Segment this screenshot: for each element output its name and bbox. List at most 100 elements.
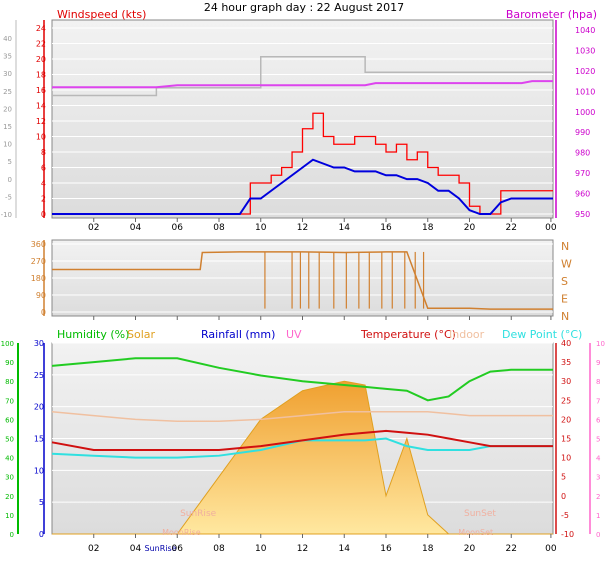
wind-outer-tick: 10 [3, 141, 12, 149]
baro-right-tick: 1020 [575, 67, 595, 76]
wind-outer-tick: -10 [1, 211, 12, 219]
time-tick: 06 [172, 223, 184, 233]
direction-compass-label: W [561, 258, 572, 271]
wind-panel-background [51, 19, 554, 219]
direction-compass-label: N [561, 310, 569, 323]
baro-right-tick: 1040 [575, 26, 595, 35]
uv-tick: 1 [596, 512, 600, 520]
baro-right-tick: 970 [575, 169, 590, 178]
chart-title: 24 hour graph day : 22 August 2017 [204, 1, 404, 14]
temperature-tick: 15 [561, 435, 571, 444]
time-tick: 00 [545, 223, 557, 233]
time-tick: 16 [380, 544, 392, 554]
wind-left-tick: 22 [36, 40, 46, 49]
humidity-tick: 0 [10, 531, 14, 539]
time-tick: 10 [255, 223, 267, 233]
direction-tick: 180 [31, 274, 46, 283]
wind-outer-tick: 30 [3, 70, 12, 78]
direction-compass-label: S [561, 275, 568, 288]
time-tick: 16 [380, 223, 392, 233]
indoor-series [51, 411, 553, 423]
wind-left-tick: 14 [36, 102, 46, 111]
time-tick: 12 [297, 544, 308, 554]
uv-tick: 9 [596, 359, 600, 367]
uv-tick: 10 [596, 340, 605, 348]
time-tick: 22 [506, 223, 517, 233]
rainfall-tick: 5 [39, 498, 44, 507]
temperature-tick: 0 [561, 492, 566, 501]
time-tick: 02 [88, 223, 99, 233]
uv-tick: 2 [596, 493, 600, 501]
time-tick: 10 [255, 544, 267, 554]
legend-rainfall: Rainfall (mm) [201, 328, 275, 341]
temperature-tick: 20 [561, 415, 571, 424]
wind-outer-tick: -5 [5, 193, 12, 201]
humidity-series [51, 357, 553, 402]
legend-solar: Solar [127, 328, 156, 341]
humidity-tick: 30 [5, 474, 14, 482]
direction-tick: 360 [31, 240, 46, 249]
wind-outer-tick: 35 [3, 53, 12, 61]
time-tick: 08 [213, 544, 225, 554]
time-tick: 18 [422, 223, 434, 233]
wind-left-tick: 16 [36, 86, 46, 95]
gust-series [52, 112, 553, 215]
direction-series [52, 251, 553, 310]
humidity-tick: 80 [5, 378, 14, 386]
baro-right-tick: 1010 [575, 87, 595, 96]
direction-tick: 270 [31, 257, 46, 266]
humidity-tick: 20 [5, 493, 14, 501]
average-wind-series [52, 158, 553, 215]
uv-tick: 8 [596, 378, 600, 386]
baro-right-tick: 960 [575, 190, 590, 199]
bottom-sunrise-label: SunRise [145, 544, 177, 553]
direction-tick: 90 [36, 291, 46, 300]
time-tick: 14 [339, 223, 351, 233]
time-tick: 04 [130, 223, 142, 233]
time-tick: 14 [339, 544, 351, 554]
humidity-tick: 10 [5, 512, 14, 520]
time-tick: 00 [545, 544, 557, 554]
legend-humidity: Humidity (%) [57, 328, 129, 341]
wind-left-tick: 20 [36, 55, 46, 64]
temperature-tick: 10 [561, 454, 571, 463]
humidity-tick: 60 [5, 416, 14, 424]
wind-gray-series [52, 56, 553, 97]
rainfall-tick: 15 [34, 435, 44, 444]
sunrise-label: SunRise [180, 509, 217, 519]
time-tick: 06 [172, 544, 184, 554]
wind-outer-tick: 40 [3, 35, 12, 43]
time-tick: 22 [506, 544, 517, 554]
baro-right-tick: 980 [575, 149, 590, 158]
time-tick: 18 [422, 544, 434, 554]
wind-outer-tick: 5 [8, 158, 12, 166]
barometer-series [52, 80, 553, 89]
time-tick: 12 [297, 223, 308, 233]
time-tick: 20 [464, 544, 476, 554]
wind-left-tick: 18 [36, 71, 46, 80]
legend-indoor: Indoor [449, 328, 485, 341]
uv-tick: 6 [596, 416, 601, 424]
uv-tick: 0 [596, 531, 600, 539]
baro-right-tick: 1000 [575, 108, 595, 117]
moonrise-label: MoonRise [162, 528, 201, 537]
wind-outer-tick: 15 [3, 123, 12, 131]
temperature-tick: 25 [561, 396, 571, 405]
wind-outer-tick: 20 [3, 105, 12, 113]
baro-right-tick: 990 [575, 128, 590, 137]
baro-right-tick: 1030 [575, 46, 595, 55]
wind-outer-tick: 25 [3, 88, 12, 96]
wind-left-tick: 10 [36, 133, 46, 142]
humidity-tick: 70 [5, 397, 14, 405]
baro-right-tick: 950 [575, 210, 590, 219]
time-tick: 02 [88, 544, 99, 554]
temperature-tick: 35 [561, 358, 571, 367]
uv-tick: 5 [596, 436, 600, 444]
uv-tick: 3 [596, 474, 600, 482]
sunset-label: SunSet [464, 509, 496, 519]
rainfall-tick: 10 [34, 466, 44, 475]
moonset-label: MoonSet [458, 528, 493, 537]
rainfall-tick: 25 [34, 371, 44, 380]
